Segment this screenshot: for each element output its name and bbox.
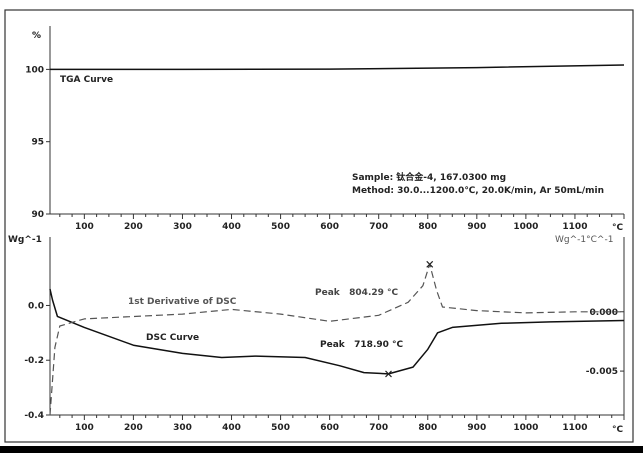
x-tick-label: 700 — [369, 222, 388, 232]
tga-y-unit: % — [32, 31, 41, 41]
y-tick-label: -0.4 — [24, 411, 44, 421]
x-tick-label: 600 — [320, 222, 339, 232]
y-tick-label: 100 — [25, 65, 44, 75]
x-tick-label: 1000 — [513, 222, 538, 232]
y-tick-label: -0.2 — [24, 356, 44, 366]
x-tick-label: 800 — [418, 423, 437, 433]
x-tick-label: 300 — [173, 222, 192, 232]
x-tick-label: 300 — [173, 423, 192, 433]
bottom-bar — [0, 446, 643, 453]
dsc-y-unit: Wg^-1 — [8, 235, 42, 245]
chart-frame — [4, 9, 634, 443]
x-tick-label: 100 — [75, 423, 94, 433]
x-tick-label: 1100 — [562, 222, 587, 232]
dsc-peak-annotation: Peak 718.90 °C — [320, 340, 404, 350]
x-tick-label: 600 — [320, 423, 339, 433]
y-tick-label: 90 — [31, 210, 44, 220]
x-tick-label: 400 — [222, 222, 241, 232]
sample-annotation: Sample: 钛合金-4, 167.0300 mg — [352, 171, 506, 183]
deriv-y-unit: Wg^-1°C^-1 — [555, 235, 613, 245]
dsc-series-label: DSC Curve — [146, 333, 199, 343]
tga-series-label: TGA Curve — [60, 75, 113, 85]
tga-curve-line — [50, 64, 625, 71]
x-tick-label: 900 — [467, 423, 486, 433]
deriv-peak-marker — [426, 260, 434, 268]
dsc-peak-marker — [385, 370, 392, 378]
y-tick-label: 95 — [31, 138, 44, 148]
tga-x-unit: °C — [612, 223, 624, 233]
1st-derivative-of-dsc-line — [49, 263, 624, 416]
x-tick-label: 500 — [271, 423, 290, 433]
y2-tick-label: 0.000 — [590, 308, 618, 318]
x-tick-label: 100 — [75, 222, 94, 232]
deriv-series-label: 1st Derivative of DSC — [128, 297, 237, 307]
x-tick-label: 900 — [467, 222, 486, 232]
x-tick-label: 800 — [418, 222, 437, 232]
x-tick-label: 200 — [124, 423, 143, 433]
x-tick-label: 500 — [271, 222, 290, 232]
y2-tick-label: -0.005 — [586, 367, 618, 377]
dsc-x-unit: °C — [612, 425, 624, 435]
x-tick-label: 700 — [369, 423, 388, 433]
x-tick-label: 200 — [124, 222, 143, 232]
deriv-peak-annotation: Peak 804.29 °C — [315, 288, 399, 298]
x-tick-label: 1000 — [513, 423, 538, 433]
y-tick-label: 0.0 — [28, 301, 44, 311]
x-tick-label: 400 — [222, 423, 241, 433]
method-annotation: Method: 30.0...1200.0℃, 20.0K/min, Ar 50… — [352, 186, 604, 196]
x-tick-label: 1100 — [562, 423, 587, 433]
dsc-curve-line — [49, 288, 625, 375]
